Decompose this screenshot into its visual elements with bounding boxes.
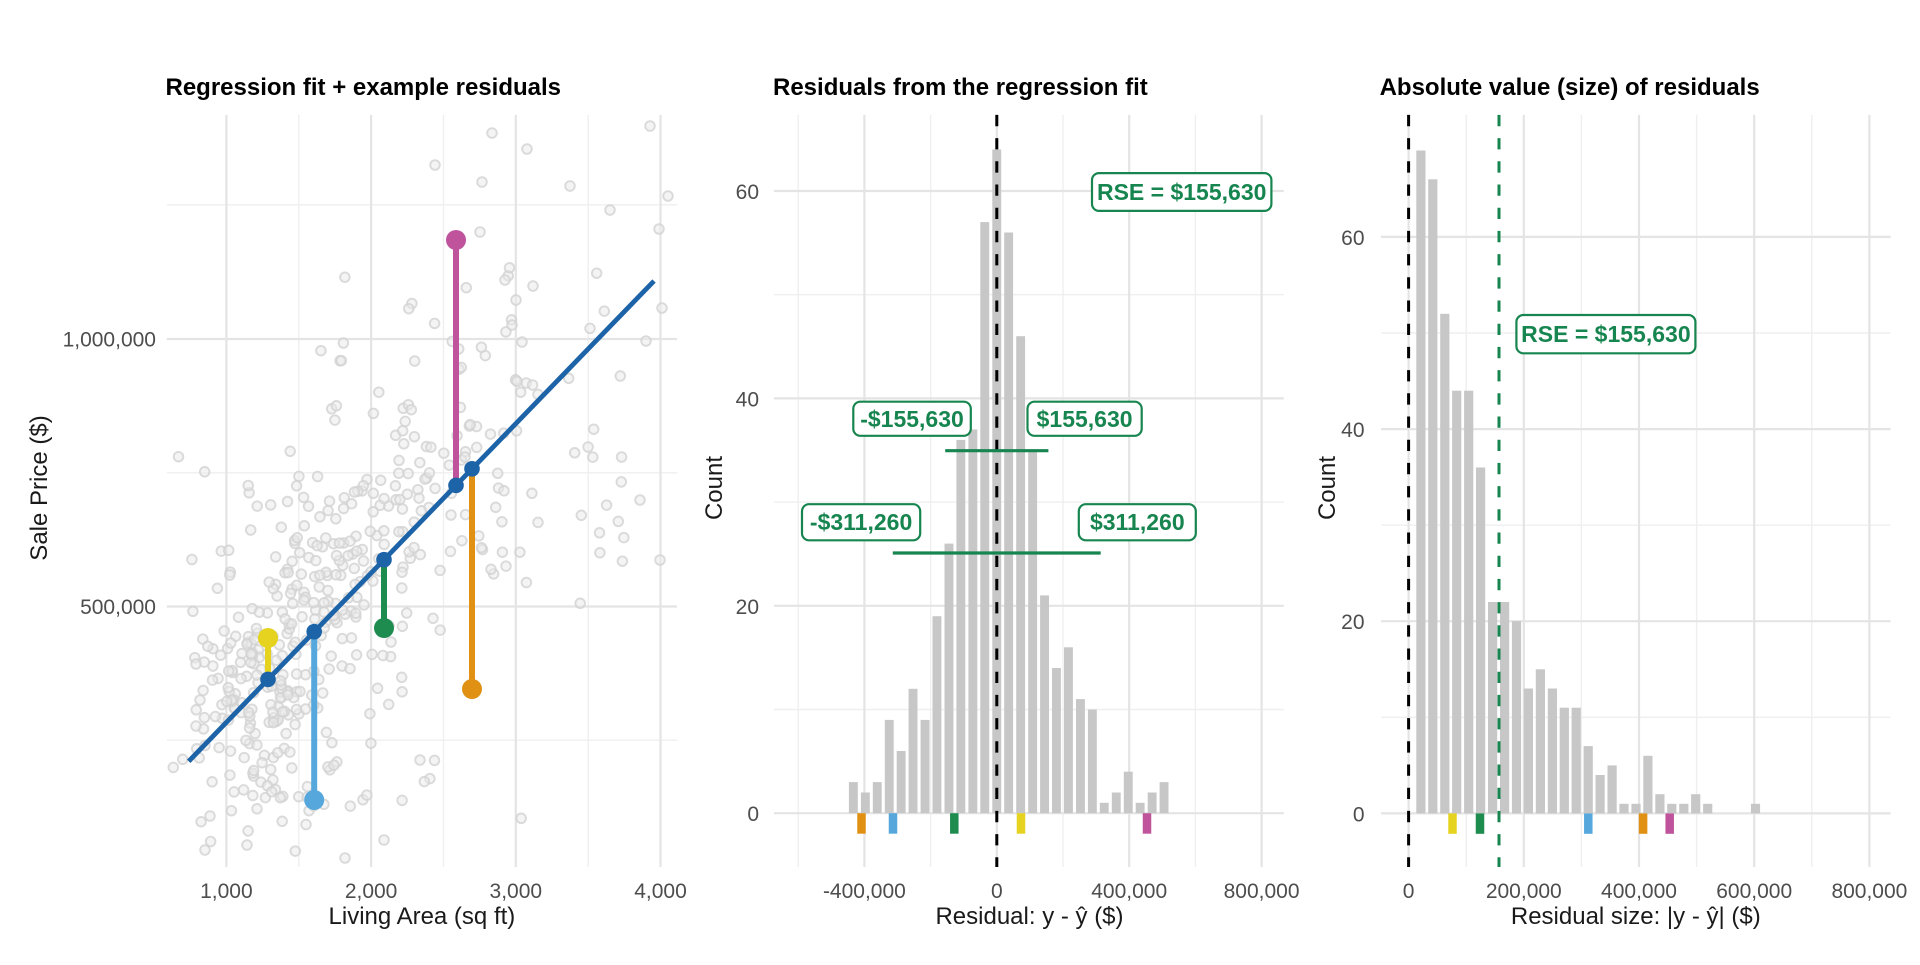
svg-text:500,000: 500,000 (80, 596, 156, 619)
svg-text:800,000: 800,000 (1831, 880, 1907, 903)
svg-text:400,000: 400,000 (1091, 880, 1167, 903)
svg-text:3,000: 3,000 (490, 880, 543, 903)
svg-text:600,000: 600,000 (1716, 880, 1792, 903)
svg-text:0: 0 (991, 880, 1003, 903)
svg-text:60: 60 (736, 181, 759, 204)
svg-text:Sale Price ($): Sale Price ($) (26, 415, 53, 560)
svg-text:Residuals from the regression: Residuals from the regression fit (773, 74, 1148, 101)
svg-text:Living Area (sq ft): Living Area (sq ft) (329, 903, 516, 930)
svg-text:Count: Count (1314, 456, 1341, 520)
svg-text:RSE = $155,630: RSE = $155,630 (1521, 321, 1690, 347)
svg-text:20: 20 (736, 596, 759, 619)
svg-text:-$311,260: -$311,260 (810, 509, 912, 535)
svg-text:RSE = $155,630: RSE = $155,630 (1097, 179, 1266, 205)
svg-text:60: 60 (1341, 227, 1364, 250)
svg-text:0: 0 (1403, 880, 1415, 903)
svg-text:Count: Count (701, 456, 728, 520)
svg-text:$155,630: $155,630 (1037, 406, 1133, 432)
svg-text:Absolute value (size) of resid: Absolute value (size) of residuals (1380, 74, 1760, 101)
svg-text:-$155,630: -$155,630 (860, 406, 964, 432)
svg-text:400,000: 400,000 (1601, 880, 1677, 903)
svg-text:2,000: 2,000 (345, 880, 398, 903)
svg-text:40: 40 (1341, 419, 1364, 442)
svg-text:-400,000: -400,000 (823, 880, 906, 903)
svg-text:800,000: 800,000 (1224, 880, 1300, 903)
svg-text:0: 0 (1353, 803, 1365, 826)
svg-text:1,000: 1,000 (200, 880, 253, 903)
svg-text:200,000: 200,000 (1486, 880, 1562, 903)
svg-text:20: 20 (1341, 611, 1364, 634)
svg-text:4,000: 4,000 (634, 880, 687, 903)
svg-text:Residual size: |y - ŷ| ($): Residual size: |y - ŷ| ($) (1511, 903, 1761, 930)
svg-text:$311,260: $311,260 (1090, 509, 1185, 535)
svg-text:Residual: y - ŷ ($): Residual: y - ŷ ($) (935, 903, 1123, 930)
svg-text:40: 40 (736, 388, 759, 411)
svg-text:1,000,000: 1,000,000 (63, 329, 156, 352)
svg-text:0: 0 (747, 803, 759, 826)
svg-text:Regression fit + example resid: Regression fit + example residuals (166, 74, 562, 101)
